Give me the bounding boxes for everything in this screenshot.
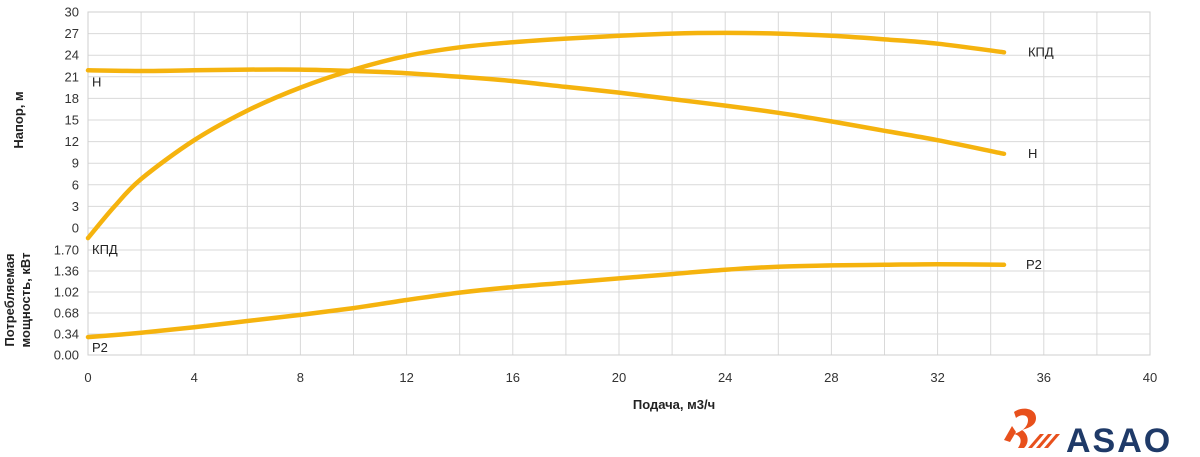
x-tick-label: 20 bbox=[612, 370, 626, 385]
y-tick-label-top: 6 bbox=[72, 177, 79, 192]
y-tick-label-top: 24 bbox=[65, 48, 79, 63]
logo-text: ASAO bbox=[1066, 422, 1172, 457]
curve-label-power-end: P2 bbox=[1026, 257, 1042, 272]
curve-label-head-start: H bbox=[92, 74, 101, 89]
y-tick-label-top: 21 bbox=[65, 69, 79, 84]
curve-label-head-end: H bbox=[1028, 146, 1037, 161]
y-tick-label-top: 9 bbox=[72, 156, 79, 171]
y-axis-title-bottom-line2: мощность, кВт bbox=[18, 253, 33, 348]
x-tick-label: 8 bbox=[297, 370, 304, 385]
curve-labels: H H КПД КПД P2 P2 bbox=[92, 44, 1054, 355]
x-tick-label: 32 bbox=[930, 370, 944, 385]
curve-label-power-start: P2 bbox=[92, 340, 108, 355]
asao-logo: ASAO bbox=[1004, 408, 1172, 457]
curve-label-efficiency-start: КПД bbox=[92, 242, 118, 257]
y-tick-label-top: 0 bbox=[72, 221, 79, 236]
y-tick-label-top: 18 bbox=[65, 91, 79, 106]
series-line-efficiency bbox=[85, 30, 1007, 241]
y-tick-label-bottom: 1.36 bbox=[54, 264, 79, 279]
x-tick-label: 36 bbox=[1037, 370, 1051, 385]
y-tick-label-bottom: 0.00 bbox=[54, 348, 79, 363]
grid bbox=[88, 11, 1150, 356]
series-line-head bbox=[85, 67, 1007, 157]
y-tick-label-bottom: 0.68 bbox=[54, 306, 79, 321]
y-axis-title-bottom: Потребляемаямощность, кВт bbox=[2, 253, 33, 348]
y-tick-label-bottom: 0.34 bbox=[54, 327, 79, 342]
y-tick-label-bottom: 1.70 bbox=[54, 243, 79, 258]
asao-logo-mark-icon bbox=[1004, 408, 1060, 448]
x-tick-label: 28 bbox=[824, 370, 838, 385]
plot-frame bbox=[87, 11, 1151, 356]
x-tick-label: 0 bbox=[84, 370, 91, 385]
y-tick-label-top: 15 bbox=[65, 113, 79, 128]
series bbox=[85, 30, 1007, 340]
x-tick-label: 16 bbox=[506, 370, 520, 385]
x-axis-title: Подача, м3/ч bbox=[633, 397, 715, 412]
y-tick-label-top: 3 bbox=[72, 199, 79, 214]
y-tick-label-top: 27 bbox=[65, 26, 79, 41]
y-axis-title-top: Напор, м bbox=[11, 91, 26, 148]
x-tick-label: 12 bbox=[399, 370, 413, 385]
axes: 0369121518212427300.000.340.681.021.361.… bbox=[54, 5, 1158, 386]
svg-text:Потребляемаямощность, кВт: Потребляемаямощность, кВт bbox=[2, 253, 33, 348]
y-axis-title-bottom-line1: Потребляемая bbox=[2, 253, 17, 346]
series-line-power bbox=[85, 261, 1007, 340]
x-tick-label: 4 bbox=[191, 370, 198, 385]
curve-label-efficiency-end: КПД bbox=[1028, 44, 1054, 59]
y-tick-label-top: 30 bbox=[65, 5, 79, 20]
x-tick-label: 40 bbox=[1143, 370, 1157, 385]
y-tick-label-top: 12 bbox=[65, 134, 79, 149]
x-tick-label: 24 bbox=[718, 370, 732, 385]
y-tick-label-bottom: 1.02 bbox=[54, 285, 79, 300]
